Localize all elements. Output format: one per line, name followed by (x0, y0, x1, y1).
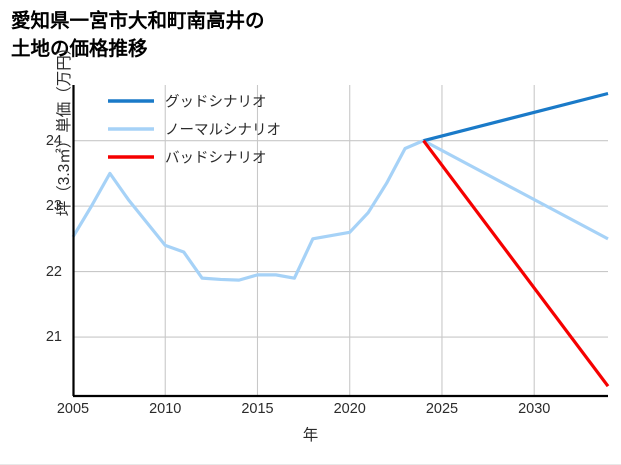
x-tick-label: 2030 (518, 401, 551, 417)
axis-spines (72, 85, 608, 398)
chart-title: 愛知県一宮市大和町南高井の 土地の価格推移 (11, 10, 265, 60)
legend-label: ノーマルシナリオ (165, 122, 281, 139)
y-tick-label: 23 (45, 198, 62, 215)
series-lines (71, 91, 610, 388)
x-tick-label: 2005 (56, 401, 90, 417)
x-tick-label: 2010 (149, 401, 182, 417)
series-line (422, 139, 610, 388)
legend-swatches (108, 99, 154, 159)
x-tick-label: 2025 (425, 401, 459, 417)
legend-label: グッドシナリオ (165, 94, 267, 111)
x-axis-title: 年 (302, 427, 319, 444)
series-line (423, 91, 609, 143)
legend-label: バッドシナリオ (165, 150, 267, 167)
x-tick-label: 2020 (333, 401, 366, 417)
y-axis-title: 坪（3.3㎡）単価（万円） (56, 39, 73, 217)
y-tick-label: 24 (45, 132, 62, 149)
y-tick-label: 21 (45, 329, 62, 346)
series-line (71, 139, 609, 282)
x-tick-label: 2015 (241, 401, 274, 417)
y-tick-label: 22 (45, 263, 62, 280)
gridlines (72, 85, 608, 396)
